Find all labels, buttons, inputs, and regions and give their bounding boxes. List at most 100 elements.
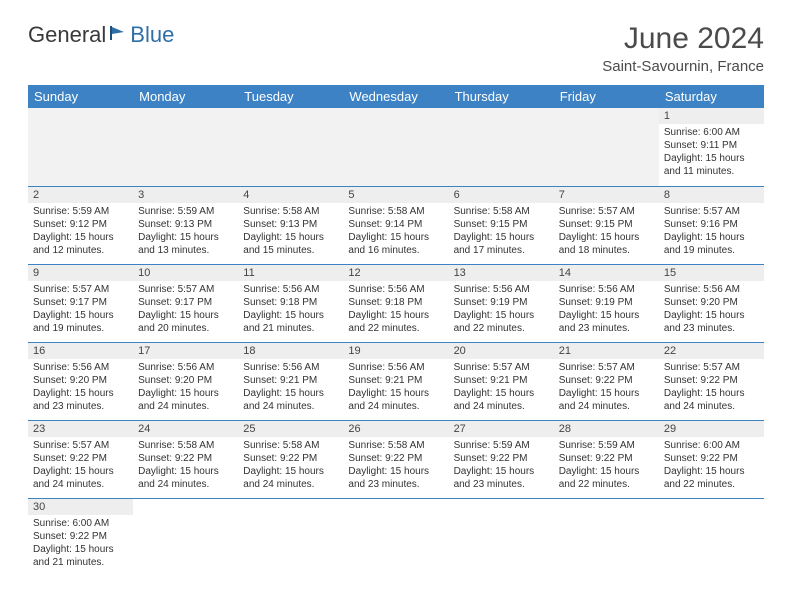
calendar-day-cell: 23Sunrise: 5:57 AMSunset: 9:22 PMDayligh…: [28, 420, 133, 498]
weekday-header: Tuesday: [238, 85, 343, 108]
day-number: 26: [343, 421, 448, 437]
calendar-week-row: 23Sunrise: 5:57 AMSunset: 9:22 PMDayligh…: [28, 420, 764, 498]
calendar-day-cell: 15Sunrise: 5:56 AMSunset: 9:20 PMDayligh…: [659, 264, 764, 342]
weekday-header: Sunday: [28, 85, 133, 108]
calendar-day-cell: 10Sunrise: 5:57 AMSunset: 9:17 PMDayligh…: [133, 264, 238, 342]
day-content: Sunrise: 5:56 AMSunset: 9:18 PMDaylight:…: [343, 281, 448, 339]
weekday-header-row: Sunday Monday Tuesday Wednesday Thursday…: [28, 85, 764, 108]
day-content: Sunrise: 5:59 AMSunset: 9:13 PMDaylight:…: [133, 203, 238, 261]
calendar-day-cell: [133, 108, 238, 186]
calendar-day-cell: 21Sunrise: 5:57 AMSunset: 9:22 PMDayligh…: [554, 342, 659, 420]
day-content: Sunrise: 5:57 AMSunset: 9:21 PMDaylight:…: [449, 359, 554, 417]
day-number: 7: [554, 187, 659, 203]
day-number: 18: [238, 343, 343, 359]
calendar-day-cell: [449, 498, 554, 576]
location: Saint-Savournin, France: [602, 58, 764, 75]
day-content: Sunrise: 6:00 AMSunset: 9:22 PMDaylight:…: [659, 437, 764, 495]
calendar-table: Sunday Monday Tuesday Wednesday Thursday…: [28, 85, 764, 576]
calendar-day-cell: 18Sunrise: 5:56 AMSunset: 9:21 PMDayligh…: [238, 342, 343, 420]
day-content: Sunrise: 5:56 AMSunset: 9:21 PMDaylight:…: [343, 359, 448, 417]
day-number: 17: [133, 343, 238, 359]
logo-text-1: General: [28, 22, 106, 48]
calendar-week-row: 2Sunrise: 5:59 AMSunset: 9:12 PMDaylight…: [28, 186, 764, 264]
calendar-day-cell: 25Sunrise: 5:58 AMSunset: 9:22 PMDayligh…: [238, 420, 343, 498]
calendar-day-cell: 24Sunrise: 5:58 AMSunset: 9:22 PMDayligh…: [133, 420, 238, 498]
day-number: 1: [659, 108, 764, 124]
day-number: 20: [449, 343, 554, 359]
day-content: Sunrise: 5:57 AMSunset: 9:22 PMDaylight:…: [554, 359, 659, 417]
day-content: Sunrise: 5:59 AMSunset: 9:22 PMDaylight:…: [449, 437, 554, 495]
day-content: Sunrise: 5:56 AMSunset: 9:20 PMDaylight:…: [133, 359, 238, 417]
day-number: 13: [449, 265, 554, 281]
day-number: 23: [28, 421, 133, 437]
calendar-day-cell: 27Sunrise: 5:59 AMSunset: 9:22 PMDayligh…: [449, 420, 554, 498]
calendar-day-cell: 28Sunrise: 5:59 AMSunset: 9:22 PMDayligh…: [554, 420, 659, 498]
day-content: Sunrise: 5:59 AMSunset: 9:22 PMDaylight:…: [554, 437, 659, 495]
calendar-day-cell: 4Sunrise: 5:58 AMSunset: 9:13 PMDaylight…: [238, 186, 343, 264]
day-number: 19: [343, 343, 448, 359]
calendar-day-cell: [449, 108, 554, 186]
weekday-header: Thursday: [449, 85, 554, 108]
day-content: Sunrise: 5:59 AMSunset: 9:12 PMDaylight:…: [28, 203, 133, 261]
calendar-day-cell: [343, 498, 448, 576]
day-number: 6: [449, 187, 554, 203]
calendar-day-cell: 6Sunrise: 5:58 AMSunset: 9:15 PMDaylight…: [449, 186, 554, 264]
day-content: Sunrise: 5:57 AMSunset: 9:15 PMDaylight:…: [554, 203, 659, 261]
calendar-day-cell: 12Sunrise: 5:56 AMSunset: 9:18 PMDayligh…: [343, 264, 448, 342]
day-number: 24: [133, 421, 238, 437]
calendar-day-cell: [659, 498, 764, 576]
day-number: 11: [238, 265, 343, 281]
calendar-day-cell: 7Sunrise: 5:57 AMSunset: 9:15 PMDaylight…: [554, 186, 659, 264]
day-number: 29: [659, 421, 764, 437]
calendar-day-cell: 14Sunrise: 5:56 AMSunset: 9:19 PMDayligh…: [554, 264, 659, 342]
day-content: Sunrise: 5:58 AMSunset: 9:22 PMDaylight:…: [133, 437, 238, 495]
flag-icon: [108, 22, 128, 48]
day-content: Sunrise: 5:57 AMSunset: 9:16 PMDaylight:…: [659, 203, 764, 261]
day-content: Sunrise: 5:56 AMSunset: 9:18 PMDaylight:…: [238, 281, 343, 339]
day-number: 15: [659, 265, 764, 281]
calendar-day-cell: [133, 498, 238, 576]
calendar-day-cell: 5Sunrise: 5:58 AMSunset: 9:14 PMDaylight…: [343, 186, 448, 264]
day-content: Sunrise: 5:58 AMSunset: 9:22 PMDaylight:…: [343, 437, 448, 495]
day-content: Sunrise: 5:56 AMSunset: 9:20 PMDaylight:…: [659, 281, 764, 339]
calendar-day-cell: 20Sunrise: 5:57 AMSunset: 9:21 PMDayligh…: [449, 342, 554, 420]
calendar-day-cell: 2Sunrise: 5:59 AMSunset: 9:12 PMDaylight…: [28, 186, 133, 264]
header: GeneralBlue June 2024 Saint-Savournin, F…: [28, 22, 764, 75]
day-content: Sunrise: 5:56 AMSunset: 9:20 PMDaylight:…: [28, 359, 133, 417]
day-content: Sunrise: 5:57 AMSunset: 9:17 PMDaylight:…: [28, 281, 133, 339]
calendar-week-row: 1Sunrise: 6:00 AMSunset: 9:11 PMDaylight…: [28, 108, 764, 186]
calendar-week-row: 9Sunrise: 5:57 AMSunset: 9:17 PMDaylight…: [28, 264, 764, 342]
calendar-day-cell: [554, 108, 659, 186]
day-content: Sunrise: 5:57 AMSunset: 9:22 PMDaylight:…: [659, 359, 764, 417]
day-number: 28: [554, 421, 659, 437]
day-content: Sunrise: 5:56 AMSunset: 9:19 PMDaylight:…: [554, 281, 659, 339]
day-number: 30: [28, 499, 133, 515]
calendar-day-cell: [554, 498, 659, 576]
day-number: 22: [659, 343, 764, 359]
day-content: Sunrise: 5:58 AMSunset: 9:22 PMDaylight:…: [238, 437, 343, 495]
weekday-header: Wednesday: [343, 85, 448, 108]
calendar-day-cell: 11Sunrise: 5:56 AMSunset: 9:18 PMDayligh…: [238, 264, 343, 342]
calendar-day-cell: 17Sunrise: 5:56 AMSunset: 9:20 PMDayligh…: [133, 342, 238, 420]
calendar-week-row: 30Sunrise: 6:00 AMSunset: 9:22 PMDayligh…: [28, 498, 764, 576]
day-number: 8: [659, 187, 764, 203]
calendar-day-cell: 30Sunrise: 6:00 AMSunset: 9:22 PMDayligh…: [28, 498, 133, 576]
day-content: Sunrise: 5:56 AMSunset: 9:21 PMDaylight:…: [238, 359, 343, 417]
day-content: Sunrise: 5:58 AMSunset: 9:14 PMDaylight:…: [343, 203, 448, 261]
calendar-day-cell: [238, 498, 343, 576]
day-content: Sunrise: 5:57 AMSunset: 9:17 PMDaylight:…: [133, 281, 238, 339]
calendar-day-cell: 29Sunrise: 6:00 AMSunset: 9:22 PMDayligh…: [659, 420, 764, 498]
day-number: 14: [554, 265, 659, 281]
calendar-day-cell: 26Sunrise: 5:58 AMSunset: 9:22 PMDayligh…: [343, 420, 448, 498]
calendar-day-cell: [343, 108, 448, 186]
day-number: 27: [449, 421, 554, 437]
day-number: 4: [238, 187, 343, 203]
day-number: 10: [133, 265, 238, 281]
day-content: Sunrise: 5:57 AMSunset: 9:22 PMDaylight:…: [28, 437, 133, 495]
calendar-day-cell: 19Sunrise: 5:56 AMSunset: 9:21 PMDayligh…: [343, 342, 448, 420]
logo-text-2: Blue: [130, 22, 174, 48]
weekday-header: Monday: [133, 85, 238, 108]
calendar-day-cell: 22Sunrise: 5:57 AMSunset: 9:22 PMDayligh…: [659, 342, 764, 420]
calendar-day-cell: 8Sunrise: 5:57 AMSunset: 9:16 PMDaylight…: [659, 186, 764, 264]
calendar-day-cell: 3Sunrise: 5:59 AMSunset: 9:13 PMDaylight…: [133, 186, 238, 264]
